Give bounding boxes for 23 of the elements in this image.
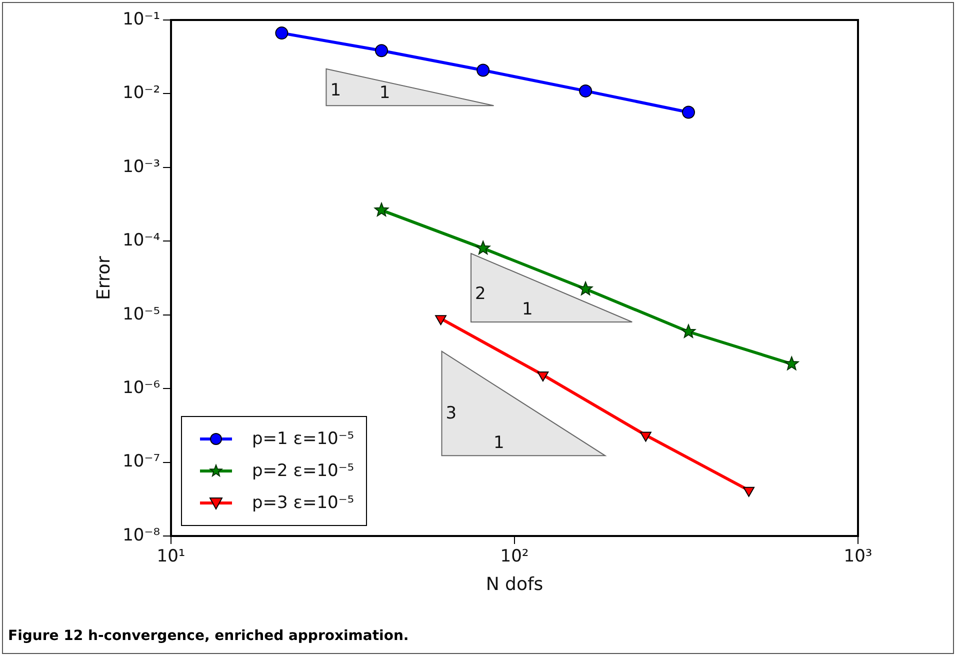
y-tick-label: 10⁻² bbox=[122, 83, 160, 104]
annotation: 1 bbox=[494, 433, 504, 454]
annotation: 1 bbox=[522, 299, 533, 320]
y-tick-label: 10⁻⁷ bbox=[122, 452, 160, 472]
y-tick-label: 10⁻⁵ bbox=[122, 304, 160, 324]
y-tick-label: 10⁻⁴ bbox=[122, 230, 160, 251]
annotation: 1 bbox=[379, 83, 390, 104]
x-axis-title: N dofs bbox=[486, 574, 544, 595]
legend-label: p=3 ε=10⁻⁵ bbox=[252, 493, 354, 513]
caption: Figure 12 h-convergence, enriched approximation. bbox=[8, 628, 409, 644]
y-tick-label: 10⁻¹ bbox=[122, 9, 160, 30]
x-tick-label: 10² bbox=[500, 546, 529, 567]
y-tick-label: 10⁻³ bbox=[122, 156, 160, 177]
legend-label: p=2 ε=10⁻⁵ bbox=[252, 461, 354, 481]
x-tick-label: 10³ bbox=[844, 546, 872, 567]
legend-label: p=1 ε=10⁻⁵ bbox=[252, 429, 354, 449]
y-axis-title: Error bbox=[93, 255, 114, 300]
annotation: 3 bbox=[446, 403, 457, 424]
annotation: 2 bbox=[474, 284, 486, 304]
x-tick-label: 10¹ bbox=[156, 546, 186, 567]
y-tick-label: 10⁻⁸ bbox=[122, 525, 160, 546]
annotation: 1 bbox=[330, 80, 342, 100]
y-tick-label: 10⁻⁶ bbox=[122, 378, 160, 398]
